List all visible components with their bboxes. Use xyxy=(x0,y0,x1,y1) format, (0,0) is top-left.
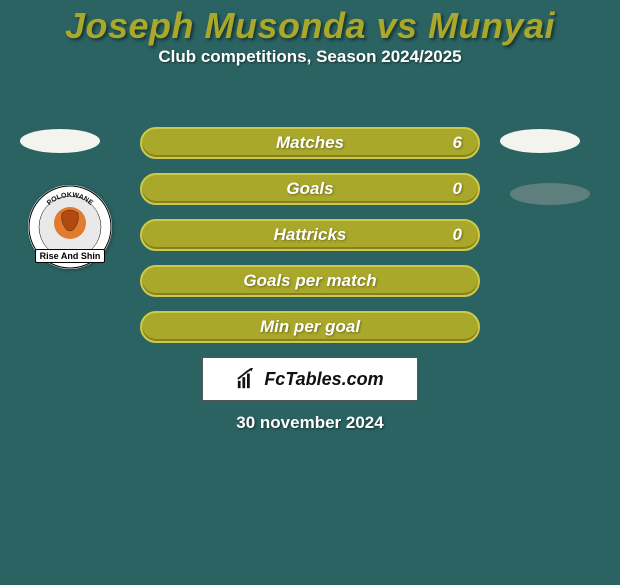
date-text: 30 november 2024 xyxy=(0,413,620,433)
club-badge: POLOKWANE CITY Rise And Shin xyxy=(28,185,112,269)
stat-row: Min per goal xyxy=(140,311,480,343)
stat-label: Matches xyxy=(276,133,344,153)
stat-label: Min per goal xyxy=(260,317,360,337)
stat-row: Matches 6 xyxy=(140,127,480,159)
player-right-placeholder xyxy=(500,129,580,153)
stat-row: Goals per match xyxy=(140,265,480,297)
stat-value: 6 xyxy=(453,133,462,153)
stat-label: Hattricks xyxy=(274,225,347,245)
page-title: Joseph Musonda vs Munyai xyxy=(0,5,620,47)
site-text: FcTables.com xyxy=(264,369,383,390)
badge-banner: Rise And Shin xyxy=(35,249,106,263)
stat-value: 0 xyxy=(453,225,462,245)
site-attribution: FcTables.com xyxy=(202,357,418,401)
stat-label: Goals xyxy=(286,179,333,199)
player-right-shadow xyxy=(510,183,590,205)
stat-row: Goals 0 xyxy=(140,173,480,205)
chart-icon xyxy=(236,368,258,390)
stat-value: 0 xyxy=(453,179,462,199)
stat-label: Goals per match xyxy=(243,271,376,291)
stat-row: Hattricks 0 xyxy=(140,219,480,251)
subtitle: Club competitions, Season 2024/2025 xyxy=(0,47,620,67)
player-left-placeholder xyxy=(20,129,100,153)
